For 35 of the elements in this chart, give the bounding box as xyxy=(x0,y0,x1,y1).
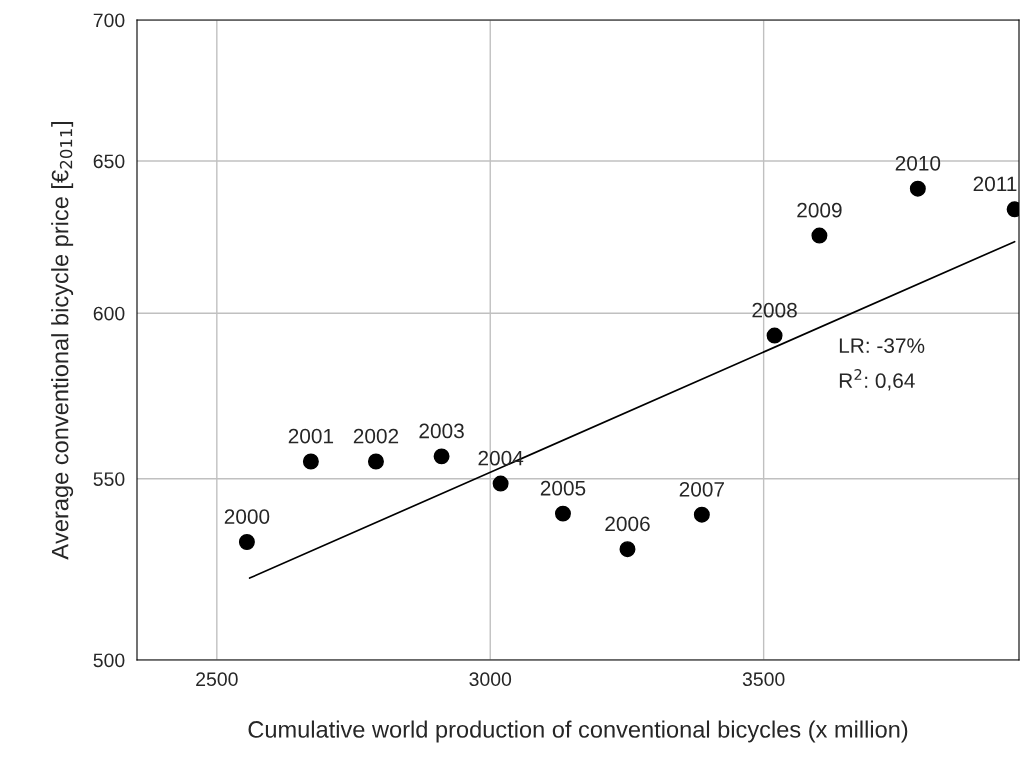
point xyxy=(909,180,926,197)
x-tick-label: 2500 xyxy=(196,672,238,687)
point xyxy=(619,541,636,558)
point xyxy=(554,505,571,522)
x-axis-title: Cumulative world production of conventional bicycles (x million) xyxy=(248,720,908,743)
point xyxy=(693,506,710,523)
point xyxy=(811,227,828,244)
y-tick-label: 700 xyxy=(93,13,125,28)
annotation: 2000 xyxy=(224,509,270,524)
annotation: 2003 xyxy=(419,423,464,439)
point xyxy=(302,453,319,470)
annotation: 2004 xyxy=(478,450,524,466)
annotation: 2010 xyxy=(895,155,941,171)
annotation: 2001 xyxy=(288,428,334,444)
y-tick-label: 500 xyxy=(93,653,125,668)
point xyxy=(238,534,255,550)
annotation: 2002 xyxy=(353,428,399,444)
point xyxy=(433,448,450,465)
annotation: 2006 xyxy=(605,516,650,532)
point xyxy=(367,453,384,470)
annotation: 2005 xyxy=(540,480,586,496)
point xyxy=(492,475,509,492)
y-tick-label: 600 xyxy=(93,306,125,321)
annotation: 2009 xyxy=(797,202,842,218)
annotation: LR: -37% xyxy=(839,338,925,354)
y-tick-label: 650 xyxy=(93,154,125,169)
point xyxy=(766,327,783,344)
annotation: 2007 xyxy=(679,481,724,497)
annotation: 2008 xyxy=(752,302,797,318)
y-axis-title: Average conventional bicycle price [€$_{2011}$] xyxy=(51,122,74,560)
y-tick-label: 550 xyxy=(93,472,125,486)
annotation: R$^{2}$: 0,64 xyxy=(839,369,915,391)
annotation: 2011 xyxy=(973,176,1017,192)
x-tick-label: 3500 xyxy=(742,672,785,687)
x-tick-label: 3000 xyxy=(469,672,512,687)
